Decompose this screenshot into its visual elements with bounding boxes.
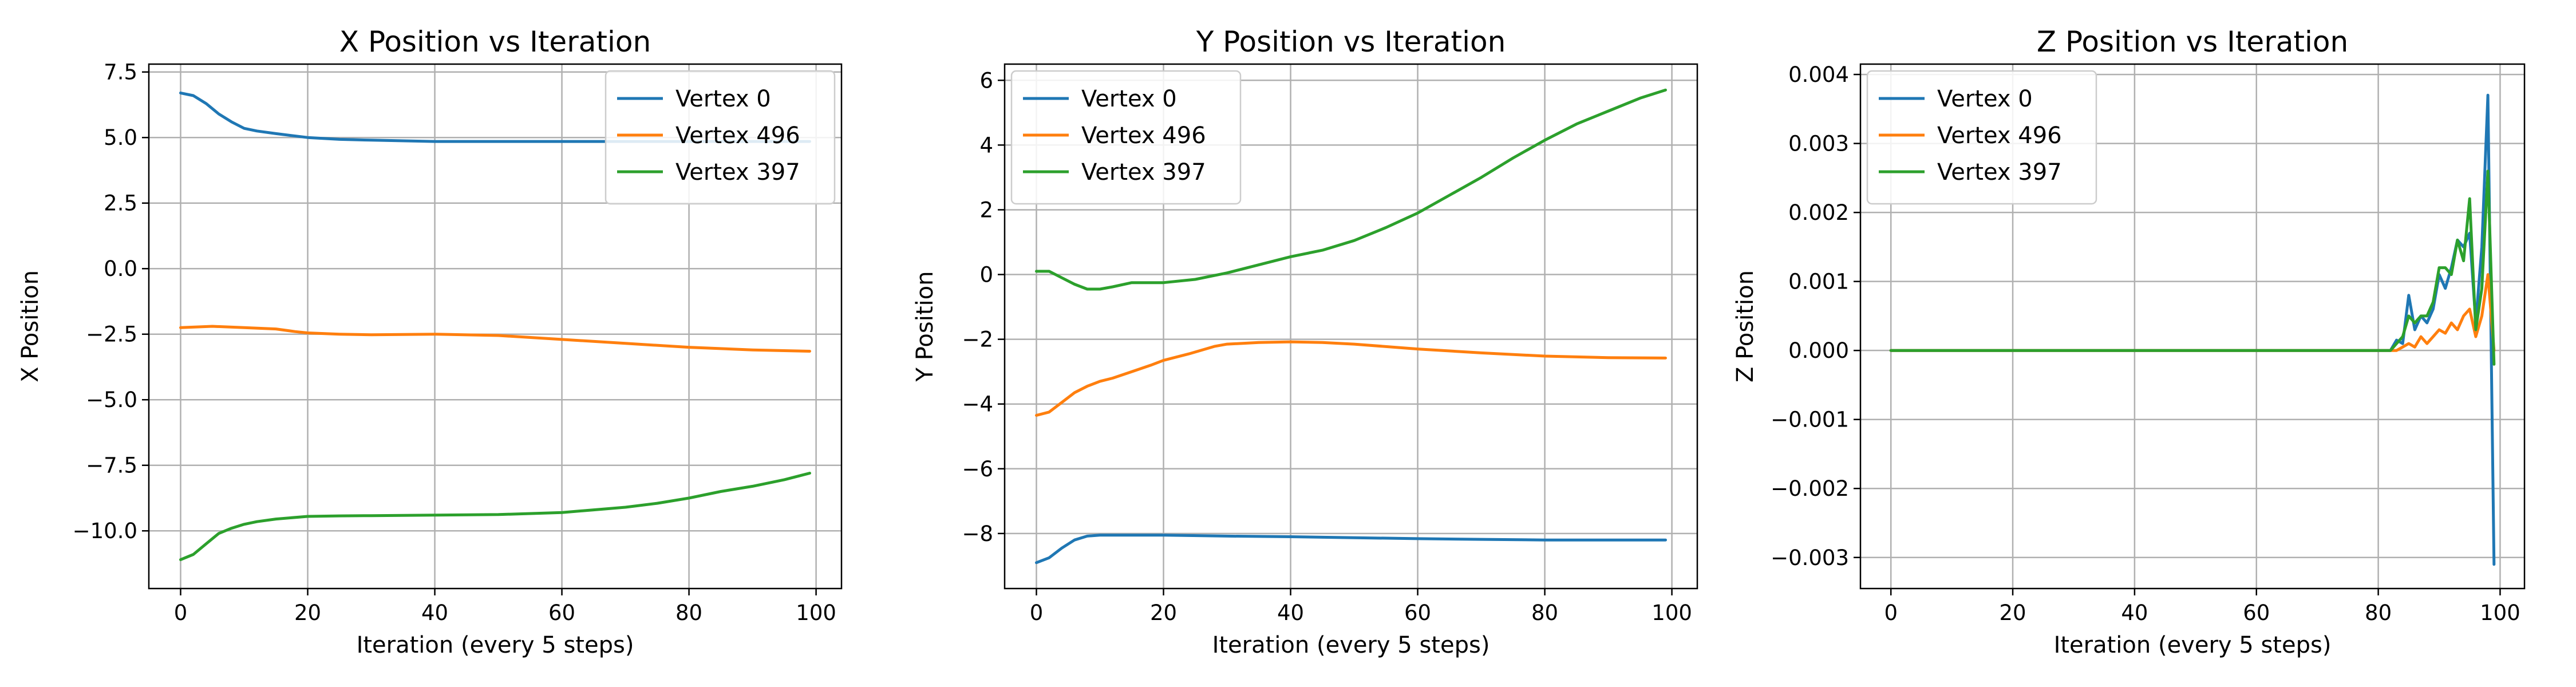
legend-label: Vertex 0	[675, 86, 771, 112]
y-tick-label: −4	[962, 392, 993, 417]
y-axis-label: Y Position	[912, 271, 938, 382]
y-tick-label: −6	[962, 457, 993, 481]
x-tick-label: 80	[675, 601, 702, 625]
y-tick-label: −7.5	[86, 453, 137, 478]
legend-label: Vertex 496	[1937, 123, 2062, 149]
x-tick-label: 40	[1277, 601, 1304, 625]
y-tick-label: 0.000	[1788, 338, 1849, 363]
x-tick-label: 60	[2243, 601, 2270, 625]
chart-title: Z Position vs Iteration	[2037, 25, 2348, 58]
legend-label: Vertex 0	[1937, 86, 2033, 112]
y-tick-label: 2	[979, 198, 993, 222]
plot-frame	[1859, 63, 2526, 590]
chart-panel-3: 0 20 40 60 80 100 0.004 0.003 0.002 0.001 0.000 −0.…	[1732, 25, 2526, 658]
x-tick-label: 80	[1531, 601, 1558, 625]
x-tick-label: 100	[2480, 601, 2520, 625]
legend: Vertex 0 Vertex 496 Vertex 397	[1010, 70, 1242, 205]
x-tick-label: 0	[174, 601, 188, 625]
x-tick-label: 100	[1652, 601, 1692, 625]
x-tick-label: 40	[2121, 601, 2148, 625]
legend-label: Vertex 397	[1081, 159, 1206, 185]
legend-label: Vertex 496	[1081, 123, 1206, 149]
x-axis-label: Iteration (every 5 steps)	[1212, 632, 1490, 658]
plot-frame	[1003, 63, 1698, 590]
x-tick-label: 40	[421, 601, 448, 625]
series-line-vertex-397	[1889, 169, 2496, 366]
x-tick-label: 0	[1030, 601, 1044, 625]
x-tick-label: 20	[294, 601, 321, 625]
y-tick-label: −2	[962, 327, 993, 352]
y-tick-label: 0.001	[1788, 270, 1849, 294]
y-tick-label: 7.5	[104, 60, 137, 85]
y-axis-label: X Position	[17, 270, 44, 382]
y-tick-label: −0.002	[1771, 476, 1849, 501]
legend-label: Vertex 397	[1937, 159, 2062, 185]
x-tick-label: 20	[1150, 601, 1177, 625]
x-tick-label: 0	[1884, 601, 1898, 625]
chart-panel-1: 0 20 40 60 80 100 7.5 5.0 2.5 0.0 −2.5 −5.0 −7.5 −10.…	[17, 25, 843, 658]
x-tick-label: 20	[2000, 601, 2026, 625]
chart-title: Y Position vs Iteration	[1196, 25, 1506, 58]
series-line-vertex-397	[179, 472, 811, 562]
y-tick-label: 0.0	[104, 256, 137, 281]
y-tick-label: −10.0	[73, 519, 137, 543]
legend: Vertex 0 Vertex 496 Vertex 397	[1866, 70, 2097, 205]
y-tick-label: −0.001	[1771, 408, 1849, 432]
series-line-vertex-0	[1035, 534, 1667, 564]
x-tick-label: 80	[2365, 601, 2392, 625]
y-tick-label: 6	[979, 68, 993, 93]
y-tick-label: 5.0	[104, 125, 137, 150]
x-axis-label: Iteration (every 5 steps)	[2054, 632, 2332, 658]
x-tick-label: 60	[1404, 601, 1431, 625]
x-axis-label: Iteration (every 5 steps)	[357, 632, 634, 658]
x-tick-label: 100	[796, 601, 836, 625]
x-tick-label: 60	[548, 601, 575, 625]
y-tick-label: −8	[962, 522, 993, 546]
legend-label: Vertex 0	[1081, 86, 1177, 112]
legend-label: Vertex 397	[675, 159, 800, 185]
y-tick-label: −2.5	[86, 322, 137, 347]
legend-label: Vertex 496	[675, 123, 800, 149]
y-axis-label: Z Position	[1732, 270, 1759, 382]
y-tick-label: 0.003	[1788, 132, 1849, 156]
y-tick-label: −0.003	[1771, 546, 1849, 570]
y-tick-label: −5.0	[86, 388, 137, 412]
y-tick-label: 0	[979, 263, 993, 287]
series-line-vertex-496	[179, 325, 811, 353]
chart-title: X Position vs Iteration	[339, 25, 651, 58]
y-tick-label: 0.004	[1788, 62, 1849, 87]
legend: Vertex 0 Vertex 496 Vertex 397	[605, 70, 836, 205]
plot-frame	[148, 63, 843, 590]
y-tick-label: 2.5	[104, 191, 137, 216]
y-tick-label: 4	[979, 133, 993, 157]
series-line-vertex-397	[1035, 88, 1667, 291]
y-tick-label: 0.002	[1788, 200, 1849, 225]
series-line-vertex-496	[1035, 340, 1667, 417]
